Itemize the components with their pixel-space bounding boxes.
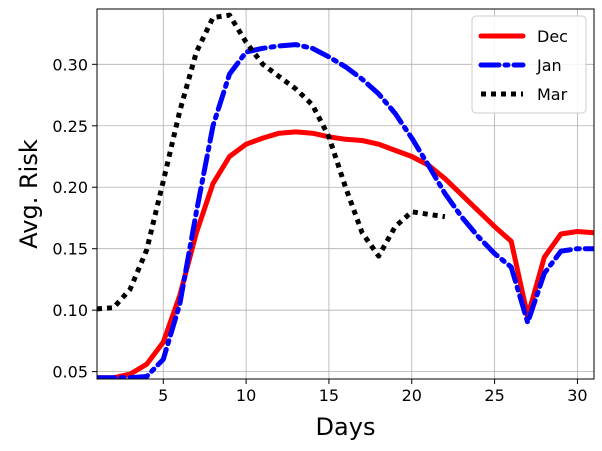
legend-label-mar: Mar	[537, 85, 568, 104]
legend-label-jan: Jan	[536, 56, 562, 75]
legend-label-dec: Dec	[537, 27, 568, 46]
x-tick-label: 10	[236, 386, 256, 405]
y-tick-label: 0.20	[52, 178, 88, 197]
x-tick-label: 15	[319, 386, 339, 405]
series-line-jan	[97, 42, 594, 379]
x-axis-label: Days	[316, 413, 376, 441]
y-tick-label: 0.30	[52, 55, 88, 74]
x-tick-label: 5	[158, 386, 168, 405]
y-tick-label: 0.05	[52, 363, 88, 382]
y-tick-label: 0.25	[52, 117, 88, 136]
legend-box	[471, 15, 587, 114]
ticks: 5 10 15 20 25 30 0.05 0.10 0.15 0.20 0.25 0.30	[52, 55, 587, 405]
y-axis-label: Avg. Risk	[15, 139, 43, 249]
series-layer	[97, 12, 594, 379]
x-tick-label: 30	[567, 386, 587, 405]
y-tick-label: 0.10	[52, 301, 88, 320]
x-tick-label: 20	[402, 386, 422, 405]
plot-frame	[96, 8, 595, 380]
legend: Dec Jan Mar	[471, 15, 587, 114]
y-tick-label: 0.15	[52, 240, 88, 259]
series-line-mar	[97, 12, 446, 312]
x-tick-label: 25	[484, 386, 504, 405]
